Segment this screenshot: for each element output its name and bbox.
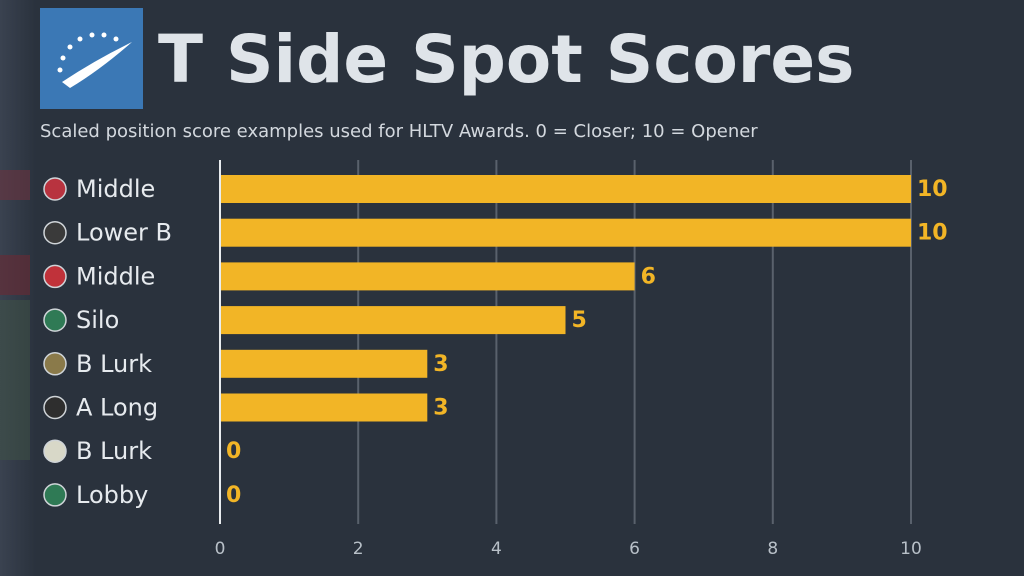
edge-blur [0, 170, 30, 200]
team-icon [43, 352, 67, 376]
bar [220, 393, 428, 422]
x-tick-label: 0 [215, 539, 226, 559]
team-icon [43, 308, 67, 332]
value-label: 5 [572, 308, 587, 333]
team-icon [43, 439, 67, 463]
y-tick-label: B Lurk [76, 350, 152, 378]
bar [220, 175, 911, 203]
bar [220, 349, 428, 378]
edge-blur [0, 255, 30, 295]
y-tick-label: Lobby [76, 481, 148, 509]
edge-blur [0, 300, 30, 460]
x-tick-label: 2 [353, 539, 364, 559]
logo [40, 8, 143, 109]
bar [220, 306, 566, 335]
x-tick-label: 4 [491, 539, 502, 559]
value-label: 3 [433, 352, 448, 377]
team-icon [43, 177, 67, 201]
x-tick-label: 10 [900, 539, 922, 559]
y-tick-label: B Lurk [76, 437, 152, 465]
y-tick-label: Lower B [76, 219, 172, 247]
bar [220, 262, 635, 291]
value-label: 10 [917, 221, 948, 246]
team-icon [43, 220, 67, 245]
value-label: 6 [641, 264, 656, 289]
value-label: 0 [226, 483, 241, 508]
y-tick-label: Silo [76, 306, 119, 334]
x-tick-label: 8 [767, 539, 778, 559]
chart-title: T Side Spot Scores [158, 21, 854, 98]
y-tick-label: Middle [76, 175, 155, 203]
bar [220, 218, 911, 247]
value-label: 10 [917, 177, 948, 202]
x-tick-label: 6 [629, 539, 640, 559]
team-icon [43, 483, 67, 507]
value-label: 3 [433, 396, 448, 421]
value-label: 0 [226, 439, 241, 464]
team-icon [43, 264, 67, 289]
team-icon [43, 395, 67, 420]
y-tick-label: A Long [76, 394, 158, 422]
chart-subtitle: Scaled position score examples used for … [40, 121, 758, 142]
y-tick-label: Middle [76, 262, 155, 290]
